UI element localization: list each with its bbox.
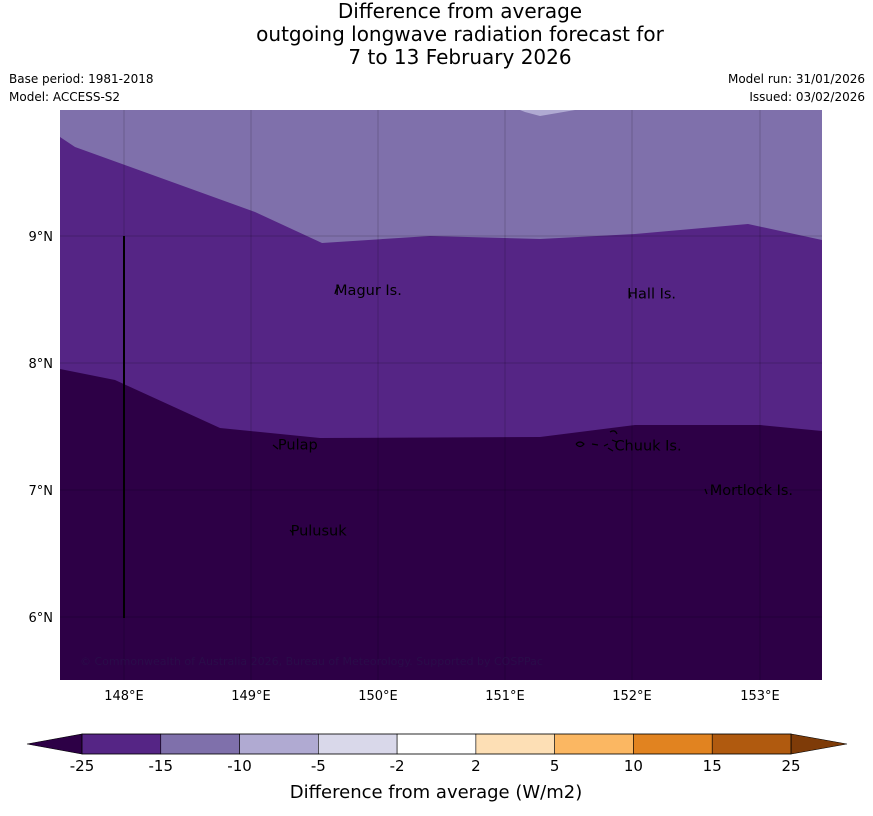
place-label: Pulap — [278, 437, 318, 453]
colorbar-tick-label: 25 — [781, 757, 800, 775]
x-axis: 148°E 149°E 150°E 151°E 152°E 153°E — [104, 689, 780, 704]
y-tick-label: 7°N — [29, 484, 54, 499]
colorbar-tick-label: -25 — [70, 757, 95, 775]
place-label: Magur Is. — [335, 283, 402, 299]
pulap-island-shape — [272, 444, 279, 450]
colorbar-cell — [318, 733, 398, 755]
issued-text: Issued: 03/02/2026 — [749, 90, 865, 104]
x-tick-label: 148°E — [104, 689, 144, 704]
x-tick-label: 150°E — [358, 689, 398, 704]
title-line-2: outgoing longwave radiation forecast for — [256, 22, 664, 46]
gridlines — [60, 110, 822, 680]
colorbar-frame — [81, 733, 792, 755]
colorbar-tick-label: -15 — [149, 757, 174, 775]
title-line-3: 7 to 13 February 2026 — [348, 45, 572, 69]
colorbar-tick-label: 15 — [703, 757, 722, 775]
place-label: Mortlock Is. — [710, 483, 793, 499]
model-run-text: Model run: 31/01/2026 — [727, 72, 865, 86]
colorbar-cell — [160, 733, 240, 755]
colorbar-tick-label: -5 — [311, 757, 326, 775]
meta-left: Base period: 1981-2018 Model: ACCESS-S2 — [9, 70, 154, 106]
hall-island-shape — [628, 290, 632, 298]
colorbar-cells — [81, 733, 792, 755]
place-label: Chuuk Is. — [614, 439, 681, 455]
colorbar-low-extend — [26, 733, 83, 755]
y-tick-label: 6°N — [29, 611, 54, 626]
colorbar-cell — [81, 733, 162, 755]
title-line-1: Difference from average — [337, 0, 583, 23]
magur-island-shape — [334, 286, 340, 295]
x-tick-label: 151°E — [485, 689, 525, 704]
meta-right: Model run: 31/01/2026 Issued: 03/02/2026 — [728, 70, 865, 106]
x-tick-label: 153°E — [740, 689, 780, 704]
colorbar-tick-label: -10 — [227, 757, 252, 775]
colorbar-tick-label: 2 — [471, 757, 481, 775]
place-label: Pulusuk — [291, 524, 348, 540]
place-label: Hall Is. — [627, 287, 676, 303]
colorbar-tick-label: 5 — [550, 757, 560, 775]
pulusuk-island-shape — [289, 529, 294, 534]
colorbar-cell — [239, 733, 319, 755]
colorbar-title: Difference from average (W/m2) — [290, 782, 582, 803]
model-text: Model: ACCESS-S2 — [9, 90, 121, 104]
colorbar-cell — [711, 733, 792, 755]
colorbar-cell — [633, 733, 713, 755]
map-plot-area: © Commonwealth of Australia 2026, Bureau… — [60, 110, 822, 680]
colorbar-tick-label: -2 — [390, 757, 405, 775]
colorbar-cell — [396, 733, 477, 755]
colorbar-tick-labels: -25 -15 -10 -5 -2 2 5 10 15 25 — [70, 757, 801, 775]
y-axis: 9°N 8°N 7°N 6°N — [29, 230, 54, 626]
colorbar-cell — [475, 733, 555, 755]
field-minus10-to-minus5 — [520, 110, 575, 116]
chuuk-lagoon-shape — [575, 430, 618, 452]
base-period-text: Base period: 1981-2018 — [9, 72, 154, 86]
island-outlines — [272, 286, 708, 534]
mortlock-island-shape — [704, 488, 708, 495]
copyright-text: © Commonwealth of Australia 2026, Bureau… — [80, 655, 543, 668]
y-tick-label: 8°N — [29, 357, 54, 372]
x-tick-label: 152°E — [612, 689, 652, 704]
colorbar-high-extend — [790, 733, 848, 755]
field-minus15-to-minus10 — [60, 110, 822, 243]
colorbar-tick-label: 10 — [624, 757, 643, 775]
colorbar-cell — [554, 733, 634, 755]
x-tick-label: 149°E — [231, 689, 271, 704]
chart-title: Difference from average outgoing longwav… — [0, 0, 873, 69]
y-tick-label: 9°N — [29, 230, 54, 245]
place-labels: Magur Is. Hall Is. Pulap Chuuk Is. Mortlock … — [278, 283, 793, 540]
colorbar: -25 -15 -10 -5 -2 2 5 10 15 25 Difference from av… — [26, 733, 848, 803]
